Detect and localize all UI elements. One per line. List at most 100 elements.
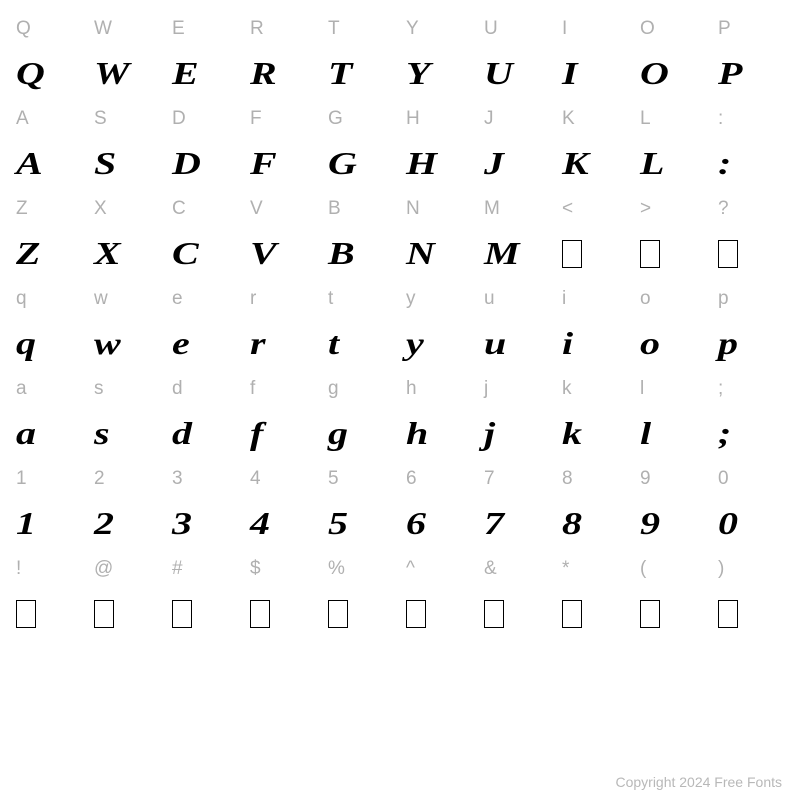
char-label: l — [634, 366, 712, 411]
char-label: * — [556, 546, 634, 591]
char-glyph: h — [400, 411, 478, 456]
char-label: 5 — [322, 456, 400, 501]
glyph-text: A — [16, 145, 41, 182]
glyph-text: P — [718, 55, 741, 92]
glyph-text: s — [94, 415, 108, 452]
char-glyph: K — [556, 141, 634, 186]
label-text: 4 — [250, 468, 261, 490]
glyph-text: R — [250, 55, 275, 92]
char-glyph — [712, 231, 790, 276]
char-label: 4 — [244, 456, 322, 501]
label-text: f — [250, 378, 255, 400]
char-label: B — [322, 186, 400, 231]
glyph-text: O — [640, 55, 668, 92]
label-text: % — [328, 558, 345, 580]
label-text: ^ — [406, 558, 415, 580]
label-text: g — [328, 378, 339, 400]
char-glyph: P — [712, 51, 790, 96]
glyph-text: f — [250, 415, 262, 452]
char-glyph — [88, 591, 166, 636]
glyph-text: E — [172, 55, 197, 92]
label-text: s — [94, 378, 104, 400]
char-label: $ — [244, 546, 322, 591]
label-text: B — [328, 198, 341, 220]
char-glyph: u — [478, 321, 556, 366]
char-glyph: D — [166, 141, 244, 186]
missing-glyph-box — [562, 600, 582, 628]
char-label: % — [322, 546, 400, 591]
glyph-text: y — [406, 325, 423, 362]
char-glyph — [400, 591, 478, 636]
char-label: Y — [400, 6, 478, 51]
char-glyph: g — [322, 411, 400, 456]
char-glyph: Y — [400, 51, 478, 96]
glyph-text: : — [718, 145, 730, 182]
char-glyph — [556, 231, 634, 276]
char-label: W — [88, 6, 166, 51]
char-label: H — [400, 96, 478, 141]
label-text: A — [16, 108, 29, 130]
missing-glyph-box — [406, 600, 426, 628]
glyph-text: N — [406, 235, 434, 272]
char-label: A — [10, 96, 88, 141]
char-label: e — [166, 276, 244, 321]
char-glyph: 3 — [166, 501, 244, 546]
char-label: P — [712, 6, 790, 51]
char-label: r — [244, 276, 322, 321]
label-text: Y — [406, 18, 419, 40]
font-specimen-grid: QWERTYUIOPQWERTYUIOPASDFGHJKL:ASDFGHJKL:… — [0, 0, 800, 636]
char-label: O — [634, 6, 712, 51]
label-text: t — [328, 288, 333, 310]
glyph-text: D — [172, 145, 200, 182]
char-glyph: U — [478, 51, 556, 96]
missing-glyph-box — [328, 600, 348, 628]
missing-glyph-box — [718, 600, 738, 628]
glyph-text: C — [172, 235, 197, 272]
char-glyph: e — [166, 321, 244, 366]
label-text: e — [172, 288, 183, 310]
char-label: N — [400, 186, 478, 231]
char-glyph: 1 — [10, 501, 88, 546]
label-text: h — [406, 378, 417, 400]
glyph-text: Y — [406, 55, 429, 92]
char-label: K — [556, 96, 634, 141]
label-text: 0 — [718, 468, 729, 490]
label-text: i — [562, 288, 566, 310]
char-label: ( — [634, 546, 712, 591]
label-text: 1 — [16, 468, 27, 490]
char-label: Q — [10, 6, 88, 51]
char-glyph: 9 — [634, 501, 712, 546]
char-glyph: Q — [10, 51, 88, 96]
label-text: G — [328, 108, 343, 130]
label-text: E — [172, 18, 185, 40]
label-text: ? — [718, 198, 729, 220]
label-text: T — [328, 18, 340, 40]
char-label: h — [400, 366, 478, 411]
char-label: 2 — [88, 456, 166, 501]
char-label: C — [166, 186, 244, 231]
label-text: 9 — [640, 468, 651, 490]
char-label: g — [322, 366, 400, 411]
missing-glyph-box — [16, 600, 36, 628]
glyph-text: k — [562, 415, 581, 452]
char-glyph: W — [88, 51, 166, 96]
label-text: 7 — [484, 468, 495, 490]
label-text: S — [94, 108, 107, 130]
label-text: W — [94, 18, 112, 40]
char-glyph: t — [322, 321, 400, 366]
glyph-text: e — [172, 325, 189, 362]
char-label: a — [10, 366, 88, 411]
missing-glyph-box — [250, 600, 270, 628]
missing-glyph-box — [94, 600, 114, 628]
char-glyph: : — [712, 141, 790, 186]
label-text: a — [16, 378, 27, 400]
label-text: L — [640, 108, 651, 130]
missing-glyph-box — [562, 240, 582, 268]
label-text: I — [562, 18, 567, 40]
char-glyph: y — [400, 321, 478, 366]
glyph-text: B — [328, 235, 353, 272]
char-glyph — [166, 591, 244, 636]
missing-glyph-box — [718, 240, 738, 268]
glyph-text: u — [484, 325, 505, 362]
label-text: & — [484, 558, 497, 580]
